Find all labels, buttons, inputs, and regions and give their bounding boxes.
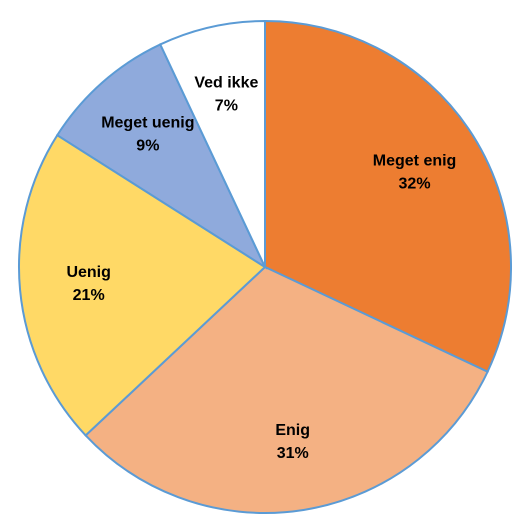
pie-slice	[84, 265, 489, 514]
pie-slice	[158, 19, 266, 268]
slice-label: Meget uenig	[101, 114, 194, 131]
slice-label: Ved ikke	[194, 74, 258, 91]
slice-value-label: 9%	[136, 137, 159, 154]
slice-value-label: 32%	[399, 175, 431, 192]
slice-value-label: 31%	[277, 445, 309, 462]
slice-label: Uenig	[66, 264, 110, 281]
pie-slice	[55, 43, 268, 270]
slice-value-label: 7%	[215, 97, 238, 114]
slice-value-label: 21%	[73, 287, 105, 304]
pie-slice	[18, 133, 267, 437]
slice-label: Meget enig	[373, 152, 457, 169]
slice-label: Enig	[275, 422, 310, 439]
pie-slice	[264, 19, 512, 374]
